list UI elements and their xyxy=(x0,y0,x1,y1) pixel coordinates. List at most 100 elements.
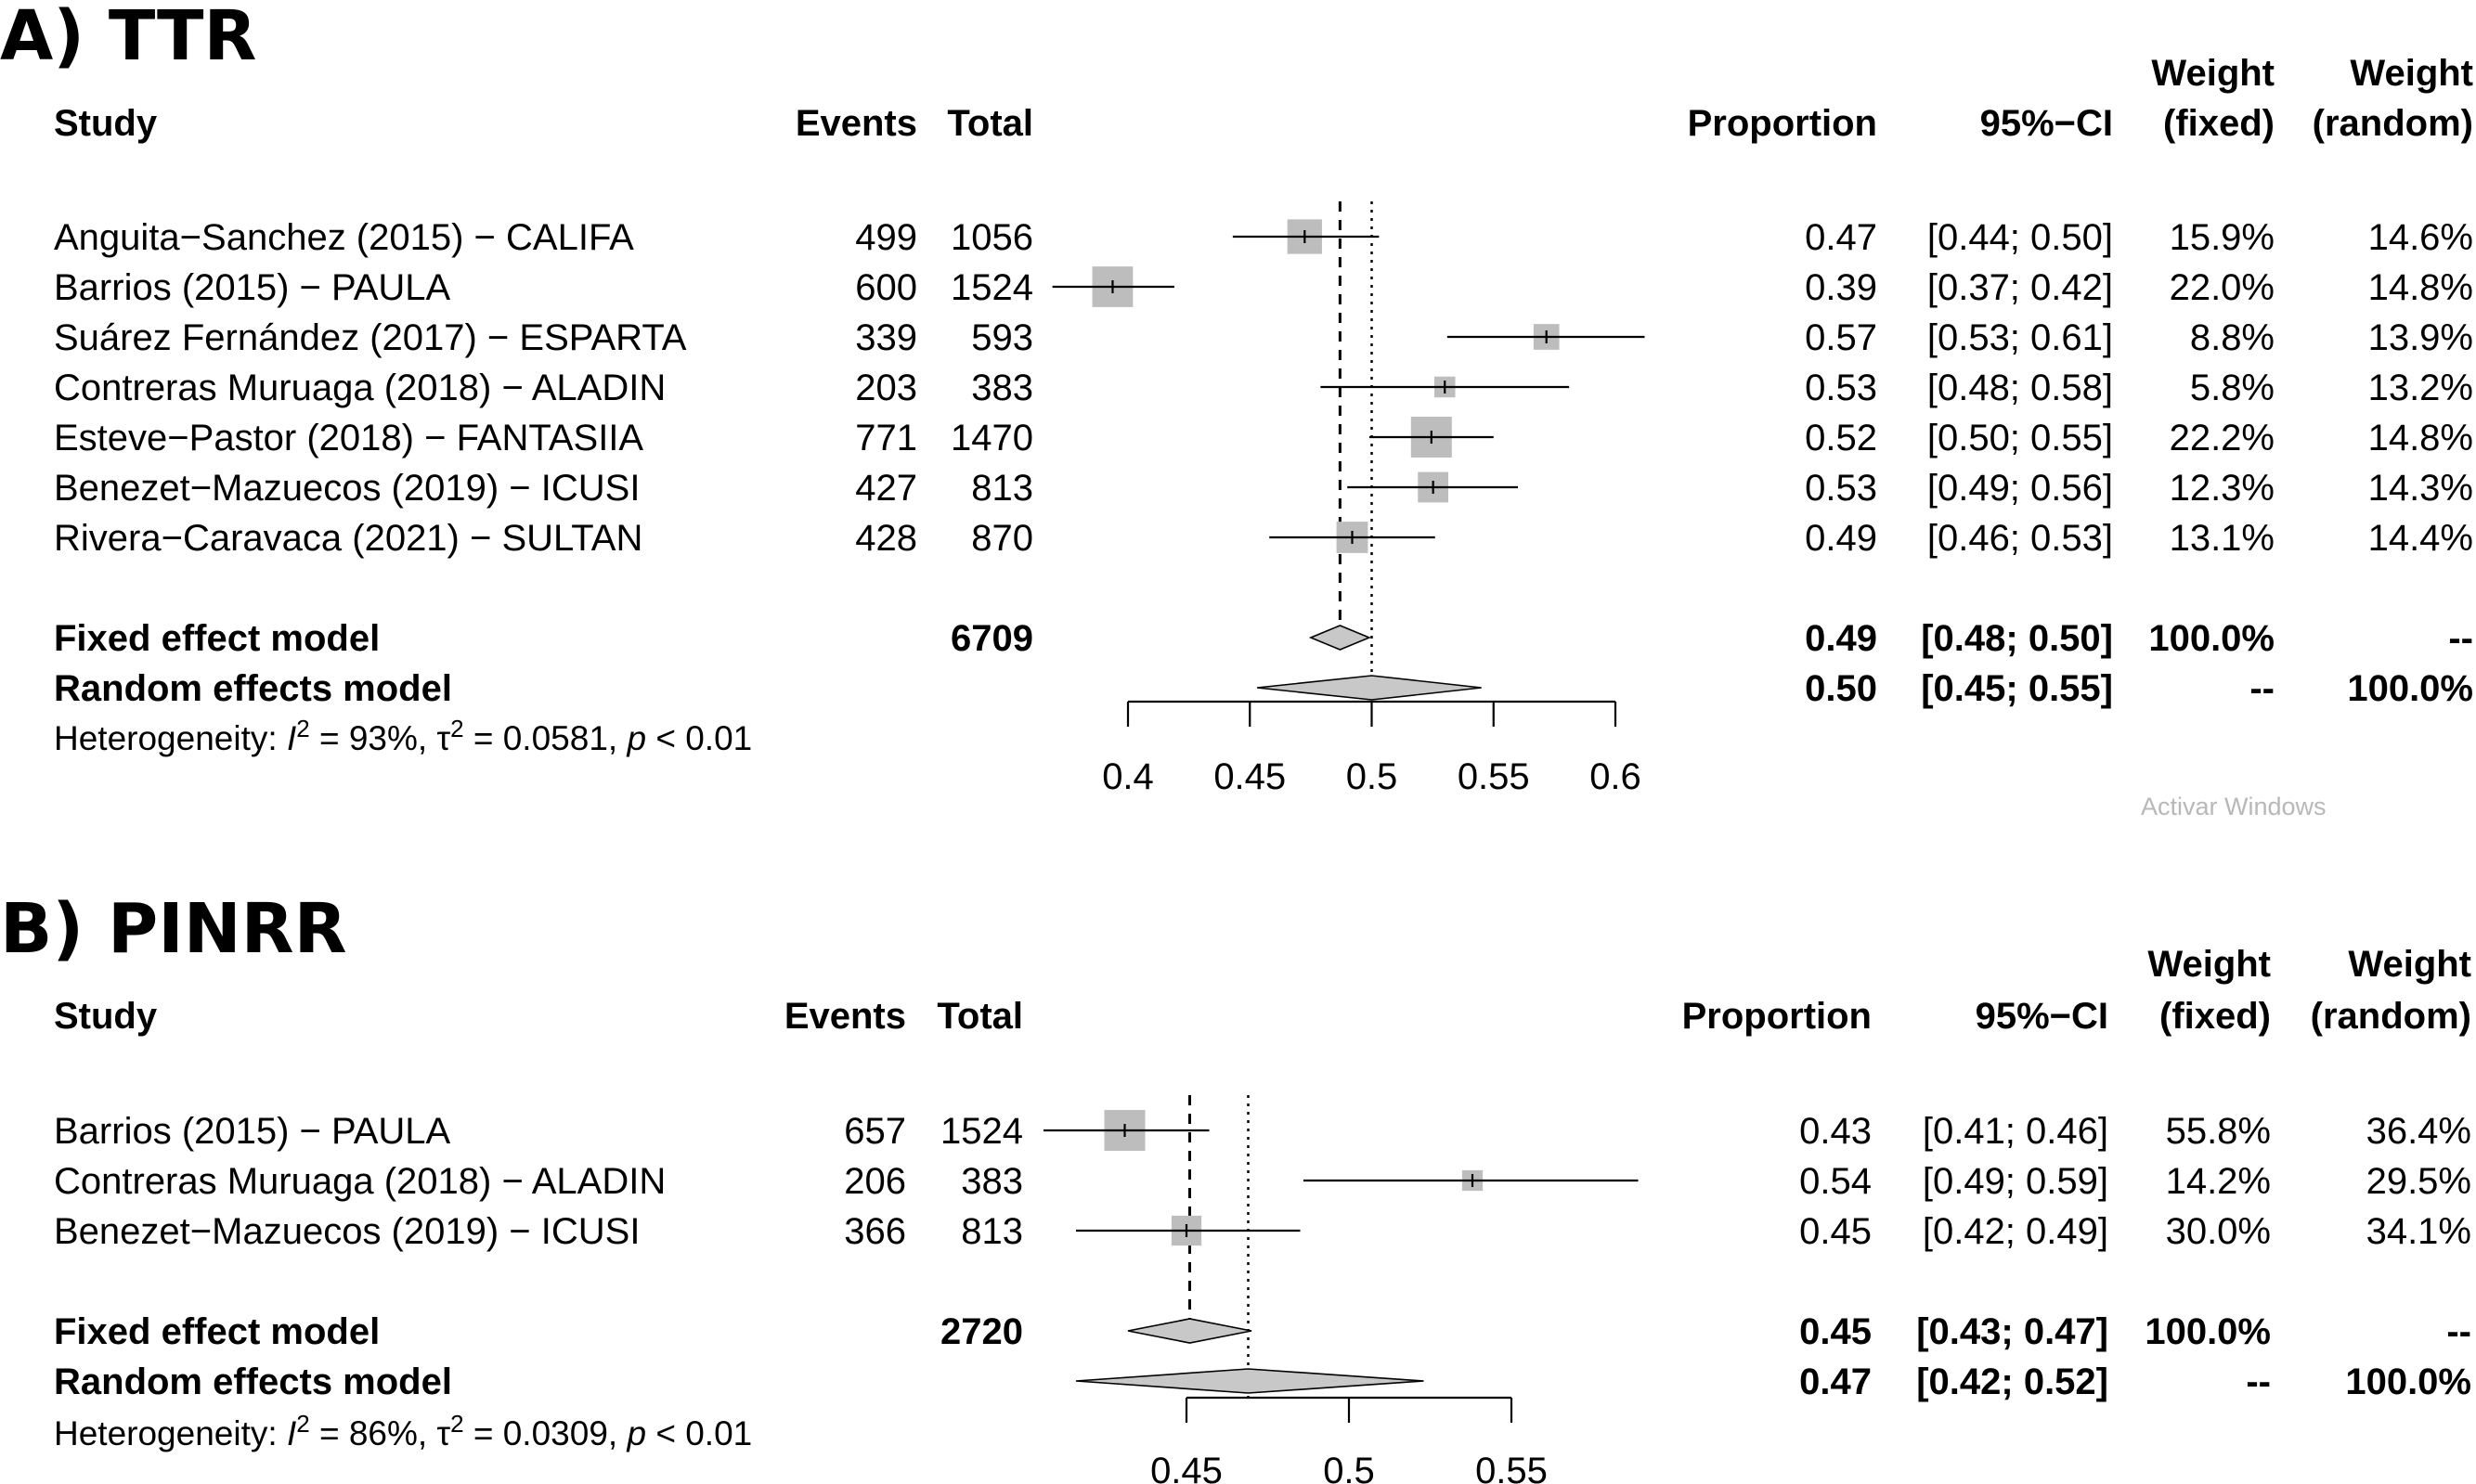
fixed-effect-summary-row: Fixed effect model 2720 0.45 [0.43; 0.47] 10… xyxy=(54,1311,2471,1352)
study-weight-fixed: 15.9% xyxy=(2170,217,2275,258)
study-total: 1470 xyxy=(951,418,1033,458)
heterogeneity-tau-val: = 0.0581, xyxy=(464,719,628,757)
fixed-effect-ci: [0.48; 0.50] xyxy=(1921,618,2113,659)
heterogeneity-p-sym: p xyxy=(626,1414,646,1452)
study-ci: [0.53; 0.61] xyxy=(1927,317,2113,358)
random-effects-proportion: 0.50 xyxy=(1805,668,1877,709)
heterogeneity-i2-val: = 93%, xyxy=(310,719,437,757)
study-events: 203 xyxy=(855,368,917,408)
study-label: Benezet−Mazuecos (2019) − ICUSI xyxy=(54,468,640,509)
heterogeneity-prefix: Heterogeneity: xyxy=(54,1414,287,1452)
random-effects-diamond xyxy=(1257,675,1482,701)
study-proportion: 0.53 xyxy=(1805,368,1877,408)
study-proportion: 0.49 xyxy=(1805,518,1877,559)
header-weight-random-line1: Weight xyxy=(2348,944,2471,985)
study-events: 657 xyxy=(844,1111,906,1152)
study-weight-random: 14.8% xyxy=(2368,267,2473,308)
study-weight-fixed: 22.2% xyxy=(2170,418,2275,458)
header-proportion: Proportion xyxy=(1688,103,1877,144)
random-effects-weight-fixed: -- xyxy=(2246,1361,2271,1402)
random-effects-ci: [0.45; 0.55] xyxy=(1921,668,2113,709)
heterogeneity-i2-sym: I xyxy=(287,1414,296,1452)
study-label: Barrios (2015) − PAULA xyxy=(54,267,451,308)
study-label: Anguita−Sanchez (2015) − CALIFA xyxy=(54,217,634,258)
study-events: 499 xyxy=(855,217,917,258)
header-total: Total xyxy=(937,996,1023,1037)
heterogeneity-tau-sup: 2 xyxy=(450,1410,463,1438)
random-effects-model-label: Random effects model xyxy=(54,1361,452,1402)
fixed-effect-total: 6709 xyxy=(951,618,1033,659)
study-ci: [0.48; 0.58] xyxy=(1927,368,2113,408)
random-effects-weight-random: 100.0% xyxy=(2347,668,2473,709)
random-effects-proportion: 0.47 xyxy=(1799,1361,1872,1402)
study-total: 1524 xyxy=(951,267,1033,308)
study-events: 206 xyxy=(844,1161,906,1202)
study-proportion: 0.45 xyxy=(1799,1211,1872,1252)
x-axis-tick-label: 0.4 xyxy=(1102,756,1154,797)
study-weight-random: 14.3% xyxy=(2368,468,2473,509)
study-total: 870 xyxy=(971,518,1033,559)
study-ci: [0.44; 0.50] xyxy=(1927,217,2113,258)
header-events: Events xyxy=(784,996,906,1037)
study-proportion: 0.39 xyxy=(1805,267,1877,308)
panel-title: A) TTR xyxy=(0,0,257,76)
header-events: Events xyxy=(796,103,917,144)
study-row: Benezet−Mazuecos (2019) − ICUSI 366 813 0.4… xyxy=(54,1211,2471,1252)
random-effects-summary-row: Random effects model 0.47 [0.42; 0.52] -- 10… xyxy=(54,1361,2471,1402)
header-weight-fixed-line2: (fixed) xyxy=(2163,103,2275,144)
study-weight-fixed: 5.8% xyxy=(2190,368,2275,408)
study-weight-fixed: 8.8% xyxy=(2190,317,2275,358)
fixed-effect-weight-fixed: 100.0% xyxy=(2145,1311,2271,1352)
study-total: 383 xyxy=(971,368,1033,408)
x-axis-tick-label: 0.45 xyxy=(1150,1451,1223,1484)
fixed-effect-weight-random: -- xyxy=(2448,618,2473,659)
random-effects-ci: [0.42; 0.52] xyxy=(1916,1361,2108,1402)
heterogeneity-p-val: < 0.01 xyxy=(646,719,752,757)
heterogeneity-tau-val: = 0.0309, xyxy=(464,1414,628,1452)
study-proportion: 0.52 xyxy=(1805,418,1877,458)
study-weight-random: 29.5% xyxy=(2366,1161,2471,1202)
study-ci: [0.42; 0.49] xyxy=(1923,1211,2108,1252)
study-events: 428 xyxy=(855,518,917,559)
heterogeneity-tau-sym: τ xyxy=(436,719,450,757)
study-ci: [0.49; 0.56] xyxy=(1927,468,2113,509)
heterogeneity-i2-sym: I xyxy=(287,719,296,757)
study-events: 366 xyxy=(844,1211,906,1252)
header-weight-random-line2: (random) xyxy=(2311,996,2471,1037)
fixed-effect-summary-row: Fixed effect model 6709 0.49 [0.48; 0.50] 10… xyxy=(54,618,2473,659)
study-proportion: 0.54 xyxy=(1799,1161,1872,1202)
header-weight-fixed-line2: (fixed) xyxy=(2159,996,2271,1037)
study-row: Esteve−Pastor (2018) − FANTASIIA 771 1470 0… xyxy=(54,417,2473,458)
fixed-effect-proportion: 0.45 xyxy=(1799,1311,1872,1352)
study-row: Barrios (2015) − PAULA 600 1524 0.39 [0.37; … xyxy=(54,266,2473,308)
heterogeneity-tau-sup: 2 xyxy=(450,715,463,742)
study-row: Suárez Fernández (2017) − ESPARTA 339 593 0… xyxy=(54,317,2473,358)
header-weight-fixed-line1: Weight xyxy=(2151,53,2275,94)
x-axis-tick-label: 0.55 xyxy=(1458,756,1530,797)
study-label: Suárez Fernández (2017) − ESPARTA xyxy=(54,317,687,358)
header-weight-random-line1: Weight xyxy=(2350,53,2473,94)
windows-activation-watermark: Activar Windows xyxy=(2141,793,2327,820)
study-weight-random: 34.1% xyxy=(2366,1211,2471,1252)
study-proportion: 0.57 xyxy=(1805,317,1877,358)
fixed-effect-proportion: 0.49 xyxy=(1805,618,1877,659)
study-weight-fixed: 13.1% xyxy=(2170,518,2275,559)
fixed-effect-weight-fixed: 100.0% xyxy=(2148,618,2275,659)
study-label: Contreras Muruaga (2018) − ALADIN xyxy=(54,368,666,408)
heterogeneity-i2-val: = 86%, xyxy=(310,1414,437,1452)
study-weight-fixed: 12.3% xyxy=(2170,468,2275,509)
forest-panel-pinrr: B) PINRR Study Events Total Proportion 95%−CI… xyxy=(0,889,2471,1484)
study-events: 771 xyxy=(855,418,917,458)
study-label: Benezet−Mazuecos (2019) − ICUSI xyxy=(54,1211,640,1252)
study-row: Contreras Muruaga (2018) − ALADIN 206 383 0… xyxy=(54,1161,2471,1202)
study-proportion: 0.47 xyxy=(1805,217,1877,258)
study-weight-random: 14.4% xyxy=(2368,518,2473,559)
x-axis-tick-label: 0.6 xyxy=(1589,756,1641,797)
study-weight-fixed: 30.0% xyxy=(2166,1211,2271,1252)
study-label: Barrios (2015) − PAULA xyxy=(54,1111,451,1152)
header-study: Study xyxy=(54,103,158,144)
fixed-effect-weight-random: -- xyxy=(2446,1311,2471,1352)
header-total: Total xyxy=(947,103,1033,144)
study-total: 813 xyxy=(971,468,1033,509)
